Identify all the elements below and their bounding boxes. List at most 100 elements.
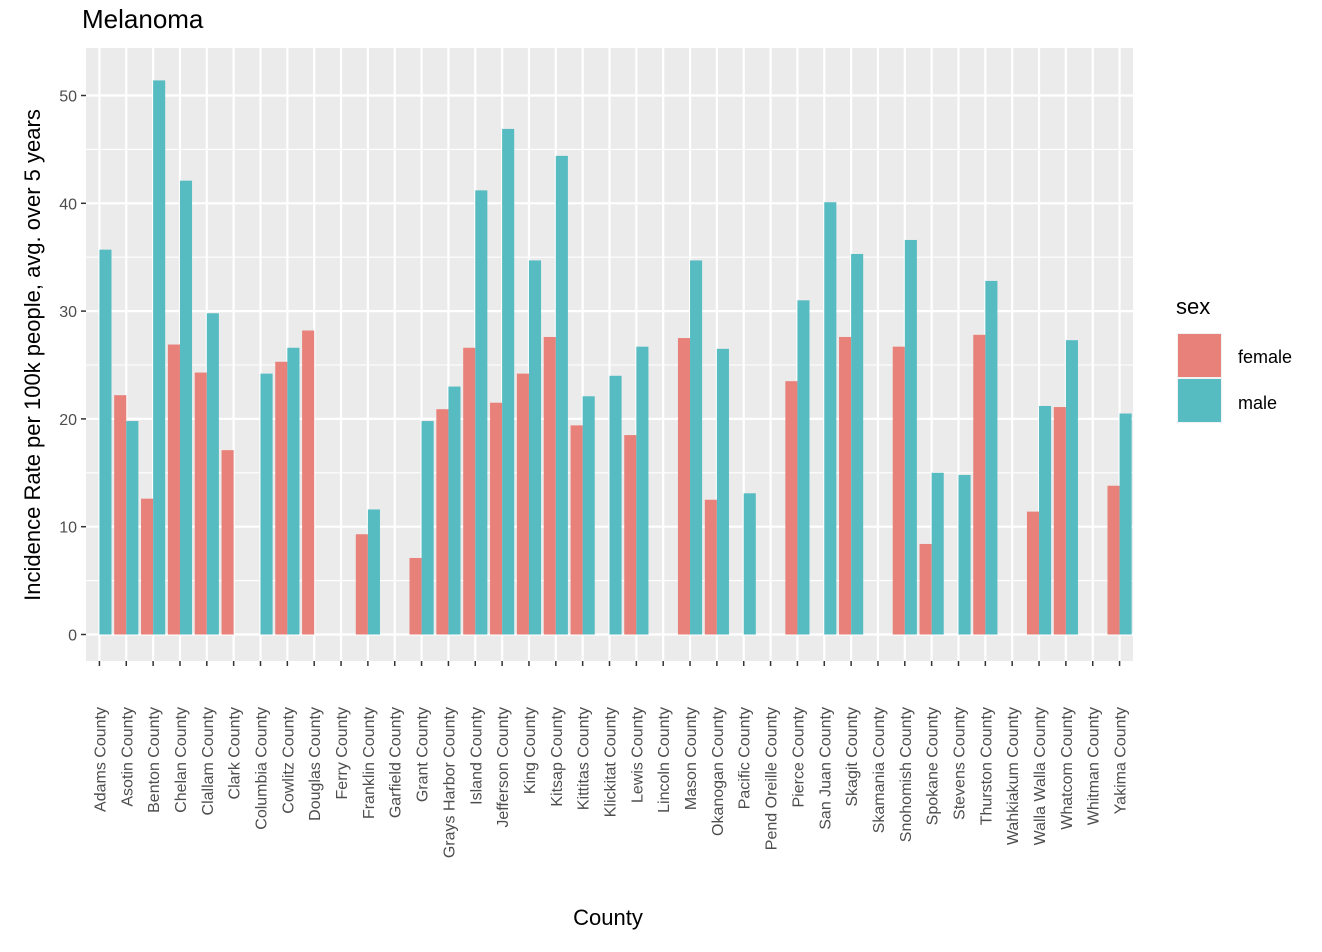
x-tick-label: San Juan County [817, 707, 834, 830]
x-tick-label: Thurston County [978, 707, 995, 825]
x-tick-label: Lincoln County [656, 707, 673, 813]
y-axis: 0 10 20 30 40 50 [59, 89, 86, 645]
x-tick-label: Pacific County [737, 707, 754, 809]
bar-female [677, 338, 691, 635]
bar-male [287, 347, 300, 635]
bar-male [690, 260, 703, 635]
x-tick-label: Kitsap County [549, 707, 566, 807]
bar-male [99, 249, 112, 635]
bar-male [153, 80, 166, 635]
bar-female [704, 499, 717, 635]
x-tick-label: King County [522, 707, 539, 794]
bar-male [179, 180, 193, 635]
bar-female [1026, 511, 1040, 635]
x-tick-label: Jefferson County [495, 707, 512, 828]
x-axis-title: County [573, 905, 643, 930]
bar-male [636, 346, 649, 635]
bar-male [528, 260, 542, 635]
legend: sex female male [1176, 294, 1292, 423]
x-tick-label: Mason County [683, 707, 700, 810]
bar-female [275, 361, 288, 635]
legend-title: sex [1176, 294, 1210, 319]
bar-female [892, 346, 905, 635]
x-tick-label: Clallam County [200, 707, 217, 815]
bar-female [141, 498, 154, 635]
x-tick-label: Asotin County [119, 707, 136, 807]
bar-female [490, 402, 503, 635]
legend-swatch-male [1178, 379, 1221, 422]
bar-male [126, 421, 139, 635]
bar-male [475, 190, 488, 635]
y-tick-label: 0 [68, 628, 77, 645]
bar-male [260, 373, 273, 635]
bar-male [582, 396, 595, 635]
x-tick-label: Skagit County [844, 707, 861, 807]
bar-female [409, 557, 422, 635]
x-tick-label: Clark County [227, 707, 244, 799]
bar-female [1053, 407, 1066, 635]
legend-label-female: female [1238, 347, 1292, 367]
bar-female [570, 425, 583, 635]
bar-male [851, 253, 864, 635]
x-tick-label: Skamania County [871, 707, 888, 833]
bars [99, 80, 1132, 635]
x-tick-label: Grays Harbor County [441, 707, 458, 858]
x-tick-label: Adams County [92, 707, 109, 812]
y-axis-title: Incidence Rate per 100k people, avg. ove… [20, 109, 45, 601]
bar-male [367, 509, 380, 635]
bar-female [463, 347, 476, 635]
bar-male [421, 421, 434, 635]
x-tick-label: Pend Oreille County [764, 707, 781, 850]
bar-female [167, 344, 180, 635]
x-tick-label: Garfield County [388, 707, 405, 818]
x-tick-label: Columbia County [254, 707, 271, 830]
x-tick-label: Wahkiakum County [1005, 707, 1022, 845]
bar-female [785, 381, 798, 635]
bar-male [448, 386, 461, 635]
x-tick-label: Island County [468, 707, 485, 805]
x-axis: Adams County Asotin County Benton County Ch… [92, 661, 1130, 858]
bar-female [624, 435, 637, 635]
bar-male [1119, 413, 1132, 635]
x-tick-label: Whitman County [1086, 707, 1103, 825]
bar-male [1065, 340, 1078, 635]
bar-female [221, 450, 234, 635]
bar-male [206, 313, 219, 635]
x-tick-label: Douglas County [307, 707, 324, 821]
bar-female [436, 409, 449, 635]
x-tick-label: Stevens County [952, 707, 969, 820]
bar-male [1039, 405, 1052, 635]
bar-female [516, 373, 529, 635]
x-tick-label: Snohomish County [898, 707, 915, 842]
x-tick-label: Ferry County [334, 707, 351, 799]
legend-swatch-female [1178, 334, 1221, 377]
x-tick-label: Grant County [415, 707, 432, 802]
y-tick-label: 50 [59, 89, 77, 106]
bar-female [1107, 485, 1120, 635]
bar-female [839, 336, 852, 635]
x-tick-label: Walla Walla County [1032, 707, 1049, 845]
bar-female [355, 534, 368, 635]
bar-male [904, 239, 917, 635]
bar-male [824, 202, 837, 635]
bar-male [743, 493, 756, 635]
legend-label-male: male [1238, 393, 1277, 413]
x-tick-label: Spokane County [925, 707, 942, 825]
x-tick-label: Franklin County [361, 707, 378, 819]
x-tick-label: Okanogan County [710, 707, 727, 836]
x-tick-label: Kittitas County [576, 707, 593, 810]
x-tick-label: Whatcom County [1059, 707, 1076, 830]
bar-female [194, 372, 207, 635]
bar-male [985, 280, 998, 635]
bar-male [716, 348, 729, 635]
x-tick-label: Klickitat County [603, 707, 620, 817]
x-tick-label: Benton County [146, 707, 163, 813]
bar-male [502, 128, 515, 635]
y-tick-label: 10 [59, 520, 77, 537]
bar-female [919, 543, 932, 635]
y-tick-label: 30 [59, 304, 77, 321]
chart-title: Melanoma [82, 4, 204, 34]
x-tick-label: Cowlitz County [280, 707, 297, 814]
